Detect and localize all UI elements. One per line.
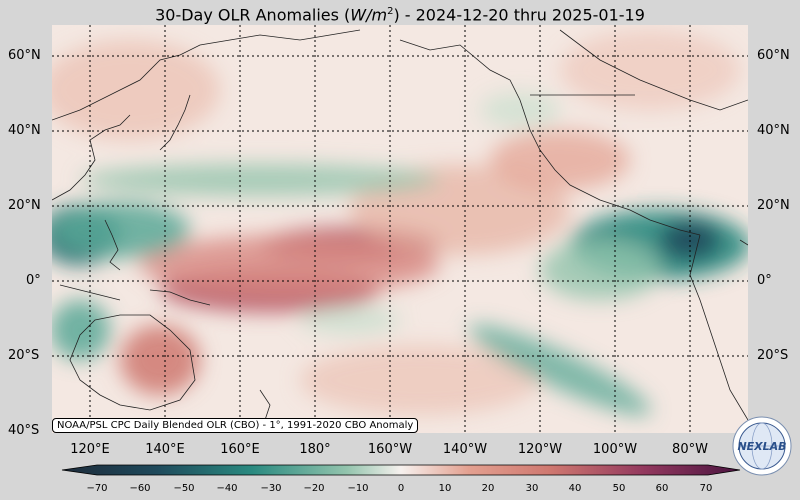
title-unit-sup: 2 (387, 6, 394, 17)
title-main: 30-Day OLR Anomalies ( (155, 5, 351, 25)
colorbar-tick: 0 (397, 483, 405, 494)
lon-label-120e: 120°E (70, 442, 110, 457)
lon-label-100w: 100°W (592, 442, 638, 457)
colorbar-tick: −50 (173, 483, 195, 494)
lon-label-160w: 160°W (367, 442, 413, 457)
lat-label-20n-right: 20°N (757, 198, 790, 213)
lon-label-160e: 160°E (220, 442, 260, 457)
colorbar-tick: 50 (612, 483, 626, 494)
colorbar-tick: 10 (438, 483, 452, 494)
lon-label-140e: 140°E (145, 442, 185, 457)
colorbar-tick: 40 (568, 483, 582, 494)
lat-label-eq-right: 0° (757, 273, 772, 288)
lat-label-40s-left: 40°S (8, 423, 40, 438)
lat-label-20s-right: 20°S (757, 348, 789, 363)
lon-label-120w: 120°W (517, 442, 563, 457)
title-unit: W/m (350, 5, 388, 25)
title-rest: ) - 2024-12-20 thru 2025-01-19 (393, 5, 645, 25)
anomaly-field (52, 25, 748, 433)
lat-label-40n-right: 40°N (757, 123, 790, 138)
colorbar-tick: −70 (86, 483, 108, 494)
colorbar-tick: −30 (260, 483, 282, 494)
colorbar-tick: 60 (655, 483, 669, 494)
lon-label-80w: 80°W (672, 442, 708, 457)
colorbar-tick: 20 (481, 483, 495, 494)
colorbar-tick: 30 (525, 483, 539, 494)
lon-label-140w: 140°W (442, 442, 488, 457)
lon-label-180: 180° (299, 442, 331, 457)
logo-text: NEXLAB (737, 440, 786, 453)
map-title: 30-Day OLR Anomalies (W/m2) - 2024-12-20… (0, 0, 800, 24)
lat-label-20s-left: 20°S (8, 348, 40, 363)
data-source-credit: NOAA/PSL CPC Daily Blended OLR (CBO) - 1… (52, 418, 419, 433)
lat-label-eq-left: 0° (26, 273, 41, 288)
graticule (52, 25, 748, 433)
colorbar-tick: 70 (699, 483, 713, 494)
colorbar-tick: −40 (216, 483, 238, 494)
lat-label-60n-right: 60°N (757, 48, 790, 63)
colorbar-tick: −20 (303, 483, 325, 494)
colorbar (61, 464, 741, 476)
colorbar-tick: −10 (347, 483, 369, 494)
lat-label-40n-left: 40°N (8, 123, 41, 138)
colorbar-tick: −60 (129, 483, 151, 494)
lat-label-20n-left: 20°N (8, 198, 41, 213)
nexlab-globe-logo-icon: NEXLAB (732, 416, 792, 476)
nexlab-logo[interactable]: NEXLAB (732, 416, 792, 476)
lat-label-60n-left: 60°N (8, 48, 41, 63)
